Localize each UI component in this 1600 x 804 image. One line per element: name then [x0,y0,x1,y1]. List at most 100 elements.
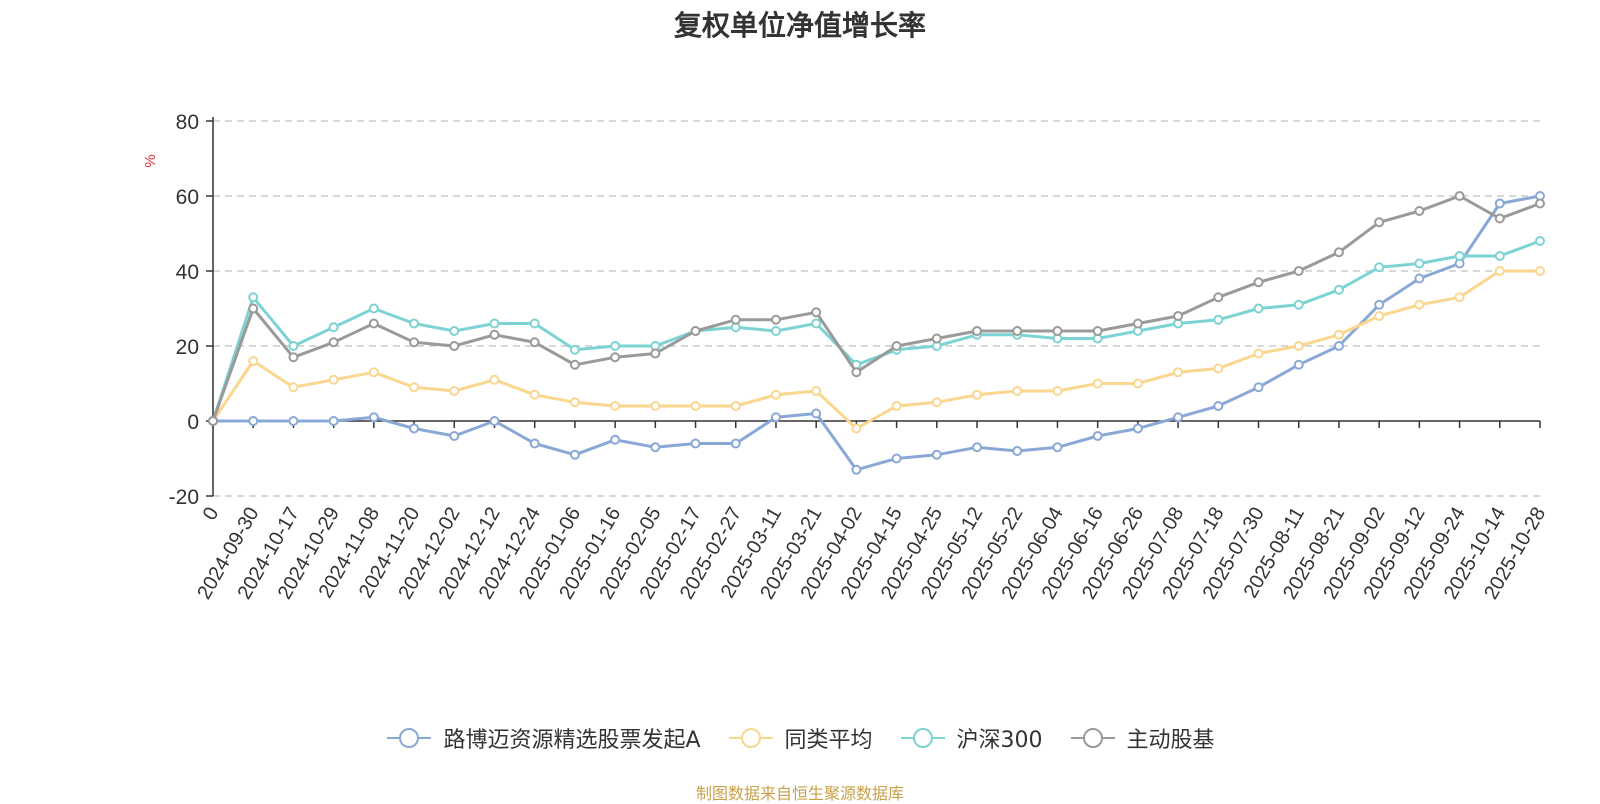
data-point[interactable] [1333,341,1344,351]
data-point[interactable] [368,303,379,314]
data-point[interactable] [288,352,299,363]
data-point[interactable] [1494,266,1505,276]
data-point[interactable] [449,431,460,441]
data-point[interactable] [529,318,540,329]
data-point[interactable] [1012,326,1023,336]
data-point[interactable] [328,374,339,385]
data-point[interactable] [569,344,580,355]
data-point[interactable] [610,352,621,363]
data-point[interactable] [1213,314,1224,325]
legend-item-4[interactable]: 主动股基 [1069,722,1215,754]
data-point[interactable] [770,389,781,400]
data-point[interactable] [730,438,741,449]
data-point[interactable] [811,307,822,318]
data-point[interactable] [1213,401,1224,411]
data-point[interactable] [1132,423,1143,434]
data-point[interactable] [1374,217,1385,228]
data-point[interactable] [1052,442,1063,453]
data-point[interactable] [489,374,500,385]
data-point[interactable] [1414,299,1425,310]
data-point[interactable] [1494,198,1505,209]
data-point[interactable] [409,382,420,393]
data-point[interactable] [1173,311,1184,321]
data-point[interactable] [409,318,420,329]
data-point[interactable] [1494,251,1505,261]
data-point[interactable] [1092,431,1103,441]
data-point[interactable] [1253,303,1264,314]
data-point[interactable] [972,442,983,453]
data-point[interactable] [529,389,540,400]
data-point[interactable] [288,341,299,351]
data-point[interactable] [328,416,339,426]
data-point[interactable] [409,423,420,434]
data-point[interactable] [1374,299,1385,310]
data-point[interactable] [1414,258,1425,269]
data-point[interactable] [1414,206,1425,216]
data-point[interactable] [851,423,862,434]
data-point[interactable] [1535,198,1545,209]
data-point[interactable] [449,386,460,396]
data-point[interactable] [770,314,781,325]
data-point[interactable] [1213,363,1224,374]
data-point[interactable] [569,449,580,460]
data-point[interactable] [610,341,621,351]
data-point[interactable] [650,442,661,453]
data-point[interactable] [931,449,942,460]
data-point[interactable] [610,401,621,411]
data-point[interactable] [1173,412,1184,423]
data-point[interactable] [1414,273,1425,284]
data-point[interactable] [972,326,983,336]
data-point[interactable] [811,386,822,396]
data-point[interactable] [1253,277,1264,288]
data-point[interactable] [1092,378,1103,389]
data-point[interactable] [1333,284,1344,295]
data-point[interactable] [1173,367,1184,378]
data-point[interactable] [1535,236,1545,246]
legend-item-3[interactable]: 沪深300 [899,722,1043,754]
data-point[interactable] [368,367,379,378]
data-point[interactable] [891,453,902,464]
data-point[interactable] [851,367,862,378]
data-point[interactable] [489,329,500,340]
data-point[interactable] [248,303,259,314]
data-point[interactable] [1012,446,1023,456]
data-point[interactable] [891,341,902,351]
data-point[interactable] [730,401,741,411]
data-point[interactable] [650,401,661,411]
data-point[interactable] [811,408,822,419]
data-point[interactable] [1454,191,1465,201]
data-point[interactable] [1253,348,1264,359]
data-point[interactable] [1132,318,1143,329]
data-point[interactable] [931,333,942,344]
data-point[interactable] [328,322,339,333]
data-point[interactable] [489,318,500,329]
data-point[interactable] [1454,251,1465,261]
data-point[interactable] [449,326,460,336]
data-point[interactable] [1535,266,1545,276]
data-point[interactable] [690,401,701,411]
data-point[interactable] [569,359,580,370]
data-point[interactable] [1293,359,1304,370]
data-point[interactable] [811,318,822,329]
data-point[interactable] [409,337,420,348]
data-point[interactable] [690,438,701,449]
data-point[interactable] [770,412,781,423]
data-point[interactable] [489,416,500,426]
data-point[interactable] [690,326,701,336]
data-point[interactable] [449,341,460,351]
data-point[interactable] [529,337,540,348]
data-point[interactable] [1374,262,1385,273]
data-point[interactable] [650,348,661,359]
legend-item-1[interactable]: 路博迈资源精选股票发起A [385,722,701,754]
data-point[interactable] [368,318,379,329]
data-point[interactable] [288,416,299,426]
data-point[interactable] [1494,213,1505,224]
data-point[interactable] [1454,292,1465,303]
data-point[interactable] [1293,266,1304,276]
data-point[interactable] [1213,292,1224,303]
data-point[interactable] [1052,326,1063,336]
data-point[interactable] [569,397,580,408]
data-point[interactable] [529,438,540,449]
data-point[interactable] [1293,341,1304,351]
data-point[interactable] [1253,382,1264,393]
